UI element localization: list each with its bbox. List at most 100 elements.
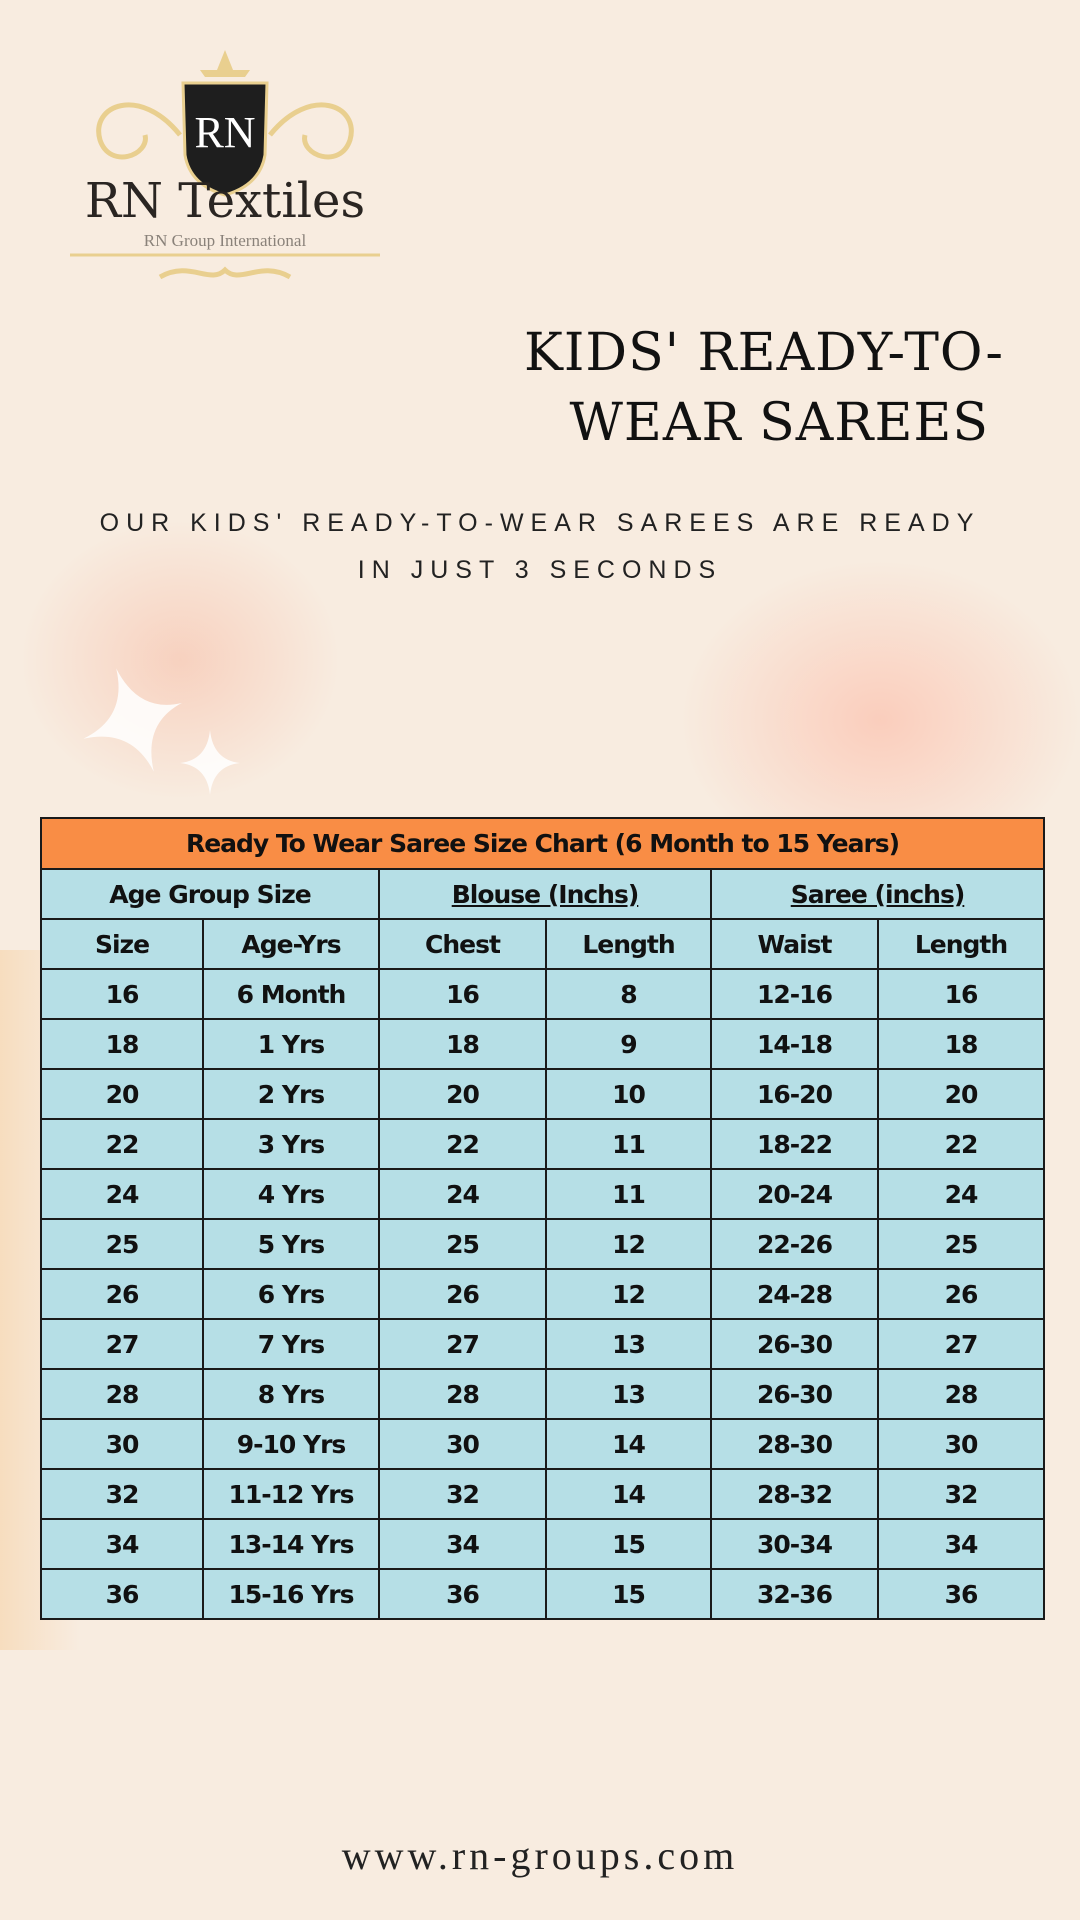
table-cell: 15 — [545, 1568, 712, 1620]
table-cell: 11 — [545, 1168, 712, 1220]
table-cell: 34 — [876, 1518, 1046, 1570]
column-header: Size — [40, 918, 204, 970]
table-cell: 18-22 — [710, 1118, 879, 1170]
table-cell: 36 — [876, 1568, 1046, 1620]
table-cell: 15-16 Yrs — [202, 1568, 380, 1620]
table-cell: 26 — [876, 1268, 1046, 1320]
sparkle-icon — [83, 668, 240, 795]
table-cell: 28-32 — [710, 1468, 879, 1520]
table-cell: 16 — [40, 968, 204, 1020]
logo-tagline: RN Group International — [143, 231, 307, 250]
table-cell: 13 — [545, 1318, 712, 1370]
column-header: Waist — [710, 918, 879, 970]
table-cell: 4 Yrs — [202, 1168, 380, 1220]
website-link[interactable]: www.rn-groups.com — [341, 1833, 739, 1878]
background-glow — [20, 520, 340, 800]
column-header-row: Size Age-Yrs Chest Length Waist Length — [40, 918, 1046, 970]
logo-ornament-icon — [70, 50, 380, 280]
table-cell: 32 — [378, 1468, 547, 1520]
size-chart-table: Ready To Wear Saree Size Chart (6 Month … — [39, 817, 1046, 1620]
table-cell: 34 — [40, 1518, 204, 1570]
table-cell: 12-16 — [710, 968, 879, 1020]
table-cell: 27 — [876, 1318, 1046, 1370]
table-cell: 3 Yrs — [202, 1118, 380, 1170]
table-cell: 14 — [545, 1418, 712, 1470]
table-cell: 24 — [378, 1168, 547, 1220]
table-row: 32 11-12 Yrs 32 14 28-32 32 — [40, 1468, 1046, 1520]
table-cell: 36 — [378, 1568, 547, 1620]
table-cell: 22-26 — [710, 1218, 879, 1270]
table-row: 30 9-10 Yrs 30 14 28-30 30 — [40, 1418, 1046, 1470]
table-title: Ready To Wear Saree Size Chart (6 Month … — [39, 817, 1046, 870]
table-cell: 2 Yrs — [202, 1068, 380, 1120]
table-cell: 16 — [378, 968, 547, 1020]
table-cell: 1 Yrs — [202, 1018, 380, 1070]
table-cell: 14-18 — [710, 1018, 879, 1070]
column-header: Chest — [378, 918, 547, 970]
table-cell: 7 Yrs — [202, 1318, 380, 1370]
table-cell: 28 — [876, 1368, 1046, 1420]
table-cell: 24 — [40, 1168, 204, 1220]
table-cell: 12 — [545, 1218, 712, 1270]
table-cell: 22 — [876, 1118, 1046, 1170]
group-header-row: Age Group Size Blouse (Inchs) Saree (inc… — [40, 868, 1046, 920]
subtitle-line: IN JUST 3 SECONDS — [357, 556, 723, 584]
table-cell: 32-36 — [710, 1568, 879, 1620]
table-row: 36 15-16 Yrs 36 15 32-36 36 — [40, 1568, 1046, 1620]
table-cell: 18 — [40, 1018, 204, 1070]
table-cell: 9 — [545, 1018, 712, 1070]
table-cell: 28-30 — [710, 1418, 879, 1470]
title-line: WEAR SAREES — [569, 393, 989, 453]
page-title: KIDS' READY-TO- WEAR SAREES — [304, 318, 1004, 458]
table-cell: 16 — [876, 968, 1046, 1020]
column-header: Length — [876, 918, 1046, 970]
table-cell: 27 — [378, 1318, 547, 1370]
table-cell: 30 — [40, 1418, 204, 1470]
table-cell: 18 — [876, 1018, 1046, 1070]
table-row: 25 5 Yrs 25 12 22-26 25 — [40, 1218, 1046, 1270]
table-row: 26 6 Yrs 26 12 24-28 26 — [40, 1268, 1046, 1320]
group-header-label: Blouse (Inchs) — [451, 879, 640, 909]
table-cell: 26 — [378, 1268, 547, 1320]
group-header: Age Group Size — [40, 868, 380, 920]
table-cell: 32 — [40, 1468, 204, 1520]
table-cell: 12 — [545, 1268, 712, 1320]
table-cell: 6 Month — [202, 968, 380, 1020]
table-row: 28 8 Yrs 28 13 26-30 28 — [40, 1368, 1046, 1420]
table-cell: 26 — [40, 1268, 204, 1320]
table-row: 27 7 Yrs 27 13 26-30 27 — [40, 1318, 1046, 1370]
logo-monogram: RN — [194, 108, 256, 157]
table-row: 16 6 Month 16 8 12-16 16 — [40, 968, 1046, 1020]
table-cell: 9-10 Yrs — [202, 1418, 380, 1470]
table-title-row: Ready To Wear Saree Size Chart (6 Month … — [39, 817, 1046, 870]
table-cell: 25 — [378, 1218, 547, 1270]
table-cell: 20 — [40, 1068, 204, 1120]
group-header: Blouse (Inchs) — [378, 868, 712, 920]
table-cell: 36 — [40, 1568, 204, 1620]
table-cell: 14 — [545, 1468, 712, 1520]
logo: RN RN Textiles RN Group International — [50, 45, 400, 305]
table-cell: 34 — [378, 1518, 547, 1570]
table-cell: 6 Yrs — [202, 1268, 380, 1320]
table-cell: 20 — [378, 1068, 547, 1120]
table-row: 18 1 Yrs 18 9 14-18 18 — [40, 1018, 1046, 1070]
subtitle: OUR KIDS' READY-TO-WEAR SAREES ARE READY… — [60, 500, 1020, 594]
table-cell: 30 — [378, 1418, 547, 1470]
table-cell: 30-34 — [710, 1518, 879, 1570]
table-cell: 8 — [545, 968, 712, 1020]
table-row: 34 13-14 Yrs 34 15 30-34 34 — [40, 1518, 1046, 1570]
table-cell: 10 — [545, 1068, 712, 1120]
table-cell: 20 — [876, 1068, 1046, 1120]
table-cell: 28 — [40, 1368, 204, 1420]
table-row: 20 2 Yrs 20 10 16-20 20 — [40, 1068, 1046, 1120]
table-cell: 15 — [545, 1518, 712, 1570]
group-header-label: Saree (inchs) — [790, 879, 966, 909]
table-cell: 11-12 Yrs — [202, 1468, 380, 1520]
table-cell: 16-20 — [710, 1068, 879, 1120]
table-cell: 5 Yrs — [202, 1218, 380, 1270]
group-header: Saree (inchs) — [709, 868, 1046, 920]
table-cell: 25 — [876, 1218, 1046, 1270]
logo-brand: RN Textiles — [84, 173, 366, 229]
table-cell: 11 — [545, 1118, 712, 1170]
table-cell: 22 — [378, 1118, 547, 1170]
